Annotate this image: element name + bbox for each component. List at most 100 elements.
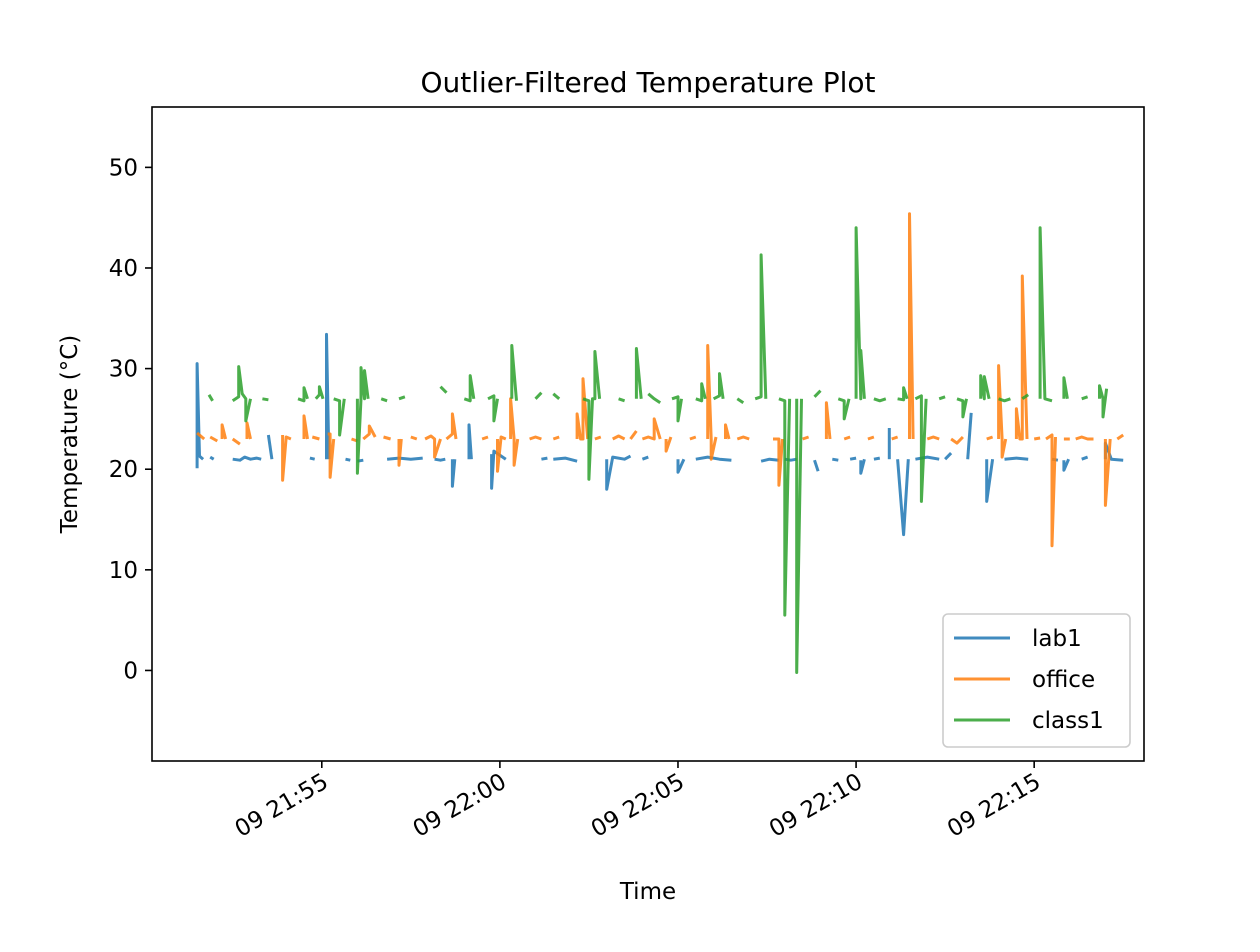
- series-class1-segment: [956, 397, 968, 419]
- series-class1-segment: [207, 394, 214, 402]
- series-lab1-segment: [641, 455, 649, 461]
- series-class1-segment: [1062, 376, 1069, 400]
- series-office-segment: [410, 435, 418, 441]
- series-class1-segment: [634, 347, 643, 399]
- series-class1-segment: [873, 397, 887, 403]
- series-lab1-segment: [760, 457, 780, 463]
- series-class1-segment: [754, 253, 768, 401]
- series-class1-segment: [463, 374, 476, 403]
- series-office-segment: [481, 435, 489, 441]
- series-office-segment: [867, 435, 875, 441]
- series-lab1-segment: [944, 452, 953, 461]
- y-axis-label: Temperature (°C): [57, 335, 83, 535]
- series-lab1-segment: [325, 332, 331, 460]
- series-lab1-segment: [605, 454, 632, 491]
- series-lab1-segment: [195, 362, 205, 469]
- y-tick-label: 0: [123, 658, 138, 684]
- series-office-segment: [362, 424, 377, 441]
- series-office-segment: [302, 414, 309, 440]
- series-class1-segment: [510, 344, 518, 401]
- series-class1-segment: [979, 374, 991, 401]
- series-lab1-segment: [849, 456, 857, 461]
- series-class1-segment: [618, 397, 626, 403]
- series-lab1-segment: [266, 434, 274, 460]
- series-lab1-segment: [966, 412, 973, 460]
- series-class1-segment: [647, 392, 662, 405]
- series-class1-segment: [534, 391, 543, 400]
- series-class1-segment: [795, 398, 803, 674]
- series-class1-segment: [231, 365, 252, 423]
- series-class1-segment: [1021, 393, 1030, 401]
- series-class1-segment: [837, 397, 851, 421]
- series-office-segment: [1045, 433, 1057, 548]
- series-lab1-segment: [1062, 458, 1070, 472]
- series-lab1-segment: [434, 457, 446, 462]
- series-lab1-segment: [896, 459, 910, 537]
- series-lab1-segment: [232, 455, 262, 462]
- series-office-segment: [231, 437, 241, 446]
- series-lab1: [195, 332, 1124, 537]
- series-office-segment: [891, 435, 899, 441]
- chart-title: Outlier-Filtered Temperature Plot: [420, 66, 875, 99]
- y-tick-label: 30: [109, 357, 138, 383]
- series-lab1-segment: [676, 458, 686, 474]
- series-office-segment: [824, 401, 832, 440]
- series-office-segment: [509, 397, 520, 467]
- series-office-segment: [594, 435, 602, 441]
- legend-box: [942, 613, 1131, 748]
- series-class1-segment: [487, 394, 499, 423]
- series-office-segment: [641, 417, 662, 441]
- y-axis: 0 10 20 30 40 50: [109, 155, 152, 684]
- series-office: [196, 212, 1125, 548]
- y-tick-label: 10: [109, 558, 138, 584]
- series-class1-segment: [333, 397, 346, 437]
- series-lab1-segment: [209, 455, 215, 461]
- series-class1-segment: [552, 392, 561, 400]
- series-lab1-segment: [695, 455, 732, 462]
- series-class1-segment: [439, 385, 448, 394]
- series-office-segment: [843, 435, 851, 441]
- series-office-segment: [327, 432, 336, 479]
- series-office-segment: [926, 435, 940, 441]
- series-office-segment: [724, 423, 731, 440]
- series-office-segment: [612, 434, 626, 441]
- series-lab1-segment: [1081, 455, 1089, 461]
- series-class1-segment: [262, 397, 269, 402]
- series-class1-segment: [1081, 395, 1089, 401]
- series-office-segment: [220, 423, 228, 440]
- series-layer: [195, 212, 1125, 674]
- series-lab1-segment: [386, 456, 423, 461]
- series-office-segment: [1014, 274, 1029, 441]
- series-class1-segment: [712, 372, 725, 401]
- series-office-segment: [986, 435, 994, 441]
- series-office-segment: [552, 435, 560, 441]
- series-office-segment: [1103, 438, 1112, 507]
- series-office-segment: [1075, 435, 1094, 441]
- series-office-segment: [706, 344, 718, 461]
- y-tick-label: 20: [109, 457, 138, 483]
- series-office-segment: [496, 435, 507, 473]
- series-class1-segment: [380, 397, 388, 403]
- series-office-segment: [397, 438, 403, 467]
- series-class1-segment: [736, 397, 745, 405]
- series-office-segment: [997, 364, 1008, 459]
- series-class1-segment: [813, 389, 822, 398]
- series-lab1-segment: [1004, 456, 1029, 461]
- series-class1: [207, 226, 1109, 674]
- series-class1-segment: [897, 386, 909, 402]
- series-office-segment: [736, 435, 750, 441]
- series-office-segment: [245, 421, 252, 440]
- series-office-segment: [424, 434, 442, 459]
- series-lab1-segment: [832, 457, 839, 462]
- series-class1-segment: [582, 350, 602, 481]
- series-class1-segment: [671, 395, 683, 423]
- plot-frame: [151, 106, 1145, 762]
- series-lab1-segment: [309, 456, 316, 461]
- series-class1-segment: [314, 385, 325, 400]
- series-office-segment: [629, 430, 638, 440]
- series-office-segment: [196, 431, 206, 441]
- series-lab1-segment: [467, 423, 473, 460]
